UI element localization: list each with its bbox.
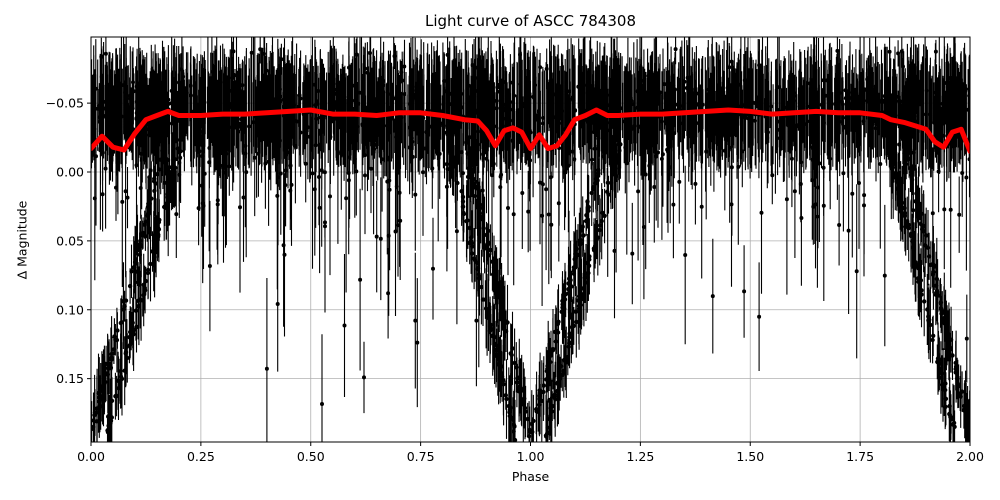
x-tick-label: 1.75: [846, 449, 874, 464]
x-tick-label: 0.75: [407, 449, 435, 464]
y-tick-label: 0.10: [56, 302, 84, 317]
x-tick-label: 0.00: [77, 449, 105, 464]
x-axis-ticks: 0.00 0.25 0.50 0.75 1.00 1.25 1.50 1.75 2.00: [77, 442, 984, 464]
x-tick-label: 1.25: [626, 449, 654, 464]
binned-mean-line: [91, 107, 970, 154]
chart-title: Light curve of ASCC 784308: [425, 12, 636, 30]
y-tick-label: 0.00: [56, 165, 84, 180]
x-axis-label: Phase: [511, 469, 550, 484]
y-axis-ticks: −0.05 0.00 0.05 0.10 0.15: [46, 96, 91, 386]
x-tick-label: 1.50: [736, 449, 764, 464]
y-tick-label: −0.05: [46, 96, 84, 111]
y-tick-label: 0.05: [56, 233, 84, 248]
x-tick-label: 0.50: [297, 449, 325, 464]
x-tick-label: 0.25: [187, 449, 215, 464]
y-tick-label: 0.15: [56, 371, 84, 386]
x-tick-label: 1.00: [517, 449, 545, 464]
x-tick-label: 2.00: [956, 449, 984, 464]
